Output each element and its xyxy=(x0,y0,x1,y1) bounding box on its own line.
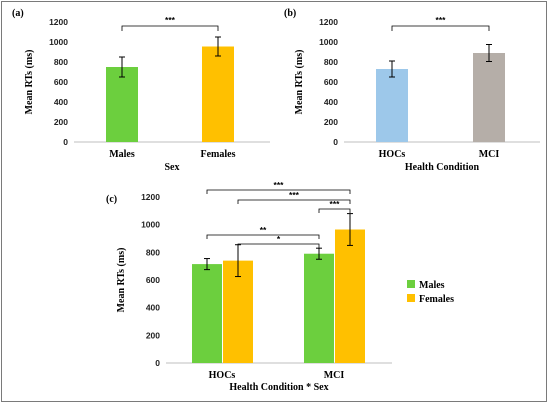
y-tick-label: 1000 xyxy=(319,37,338,47)
significance-label: *** xyxy=(274,180,285,190)
y-tick-label: 600 xyxy=(324,77,338,87)
significance-bracket xyxy=(121,25,219,31)
bar xyxy=(304,253,334,363)
x-axis-title: Health Condition * Sex xyxy=(229,382,328,393)
bar xyxy=(473,53,505,142)
y-tick-label: 200 xyxy=(146,330,160,340)
bar xyxy=(335,229,365,363)
x-category-label: MCI xyxy=(479,149,500,160)
significance-bracket xyxy=(237,243,320,248)
y-tick-label: 200 xyxy=(324,117,338,127)
bar xyxy=(223,260,253,363)
y-tick-label: 400 xyxy=(324,97,338,107)
significance-label: ** xyxy=(260,225,267,235)
x-category-label: HOCs xyxy=(209,370,236,381)
legend-label: Males xyxy=(419,280,445,291)
y-tick-label: 600 xyxy=(54,77,68,87)
y-tick-label: 1200 xyxy=(141,192,160,202)
bar xyxy=(202,46,234,142)
significance-bracket xyxy=(391,25,490,31)
y-tick-label: 1000 xyxy=(141,220,160,230)
bar xyxy=(106,67,138,142)
y-tick-label: 800 xyxy=(146,247,160,257)
y-tick-label: 0 xyxy=(63,137,68,147)
x-category-label: Females xyxy=(201,149,236,160)
significance-label: *** xyxy=(436,15,447,25)
legend-swatch xyxy=(407,280,415,288)
y-tick-label: 1000 xyxy=(49,37,68,47)
x-category-label: HOCs xyxy=(379,149,406,160)
significance-label: *** xyxy=(289,190,300,200)
significance-bracket xyxy=(206,189,351,194)
y-tick-label: 800 xyxy=(324,57,338,67)
y-tick-label: 400 xyxy=(146,303,160,313)
panel-c-chart: (c) 0 200 400 600 800 1000 1200 Mean RTs (ms) HOC… xyxy=(106,180,454,393)
y-tick-label: 1200 xyxy=(49,17,68,27)
y-tick-label: 800 xyxy=(54,57,68,67)
significance-bracket xyxy=(237,199,351,204)
significance-label: * xyxy=(277,234,281,244)
x-category-label: MCI xyxy=(324,370,345,381)
y-axis-title: Mean RTs (ms) xyxy=(294,50,305,115)
panel-label: (b) xyxy=(284,8,296,19)
bar xyxy=(376,69,408,142)
panel-b-chart: (b) 0 200 400 600 800 1000 1200 Mean RTs (ms) HOC… xyxy=(284,8,540,173)
significance-label: *** xyxy=(330,199,341,209)
y-tick-label: 400 xyxy=(54,97,68,107)
significance-label: *** xyxy=(165,15,176,25)
y-tick-label: 200 xyxy=(54,117,68,127)
significance-bracket xyxy=(206,234,320,239)
y-axis-title: Mean RTs (ms) xyxy=(116,248,127,313)
y-axis-title: Mean RTs (ms) xyxy=(24,50,35,115)
x-category-label: Males xyxy=(109,149,135,160)
panel-a-chart: (a) 0 200 400 600 800 1000 1200 Mean RTs (ms) Mal… xyxy=(12,8,270,173)
y-tick-label: 1200 xyxy=(319,17,338,27)
legend-swatch xyxy=(407,294,415,302)
y-tick-label: 600 xyxy=(146,275,160,285)
panel-label: (c) xyxy=(106,194,117,205)
x-axis-title: Sex xyxy=(165,162,180,173)
x-axis-title: Health Condition xyxy=(405,162,480,173)
bar xyxy=(192,264,222,363)
legend-label: Females xyxy=(419,294,454,305)
y-tick-label: 0 xyxy=(333,137,338,147)
panel-label: (a) xyxy=(12,8,24,19)
y-tick-label: 0 xyxy=(155,358,160,368)
significance-bracket xyxy=(318,208,351,213)
